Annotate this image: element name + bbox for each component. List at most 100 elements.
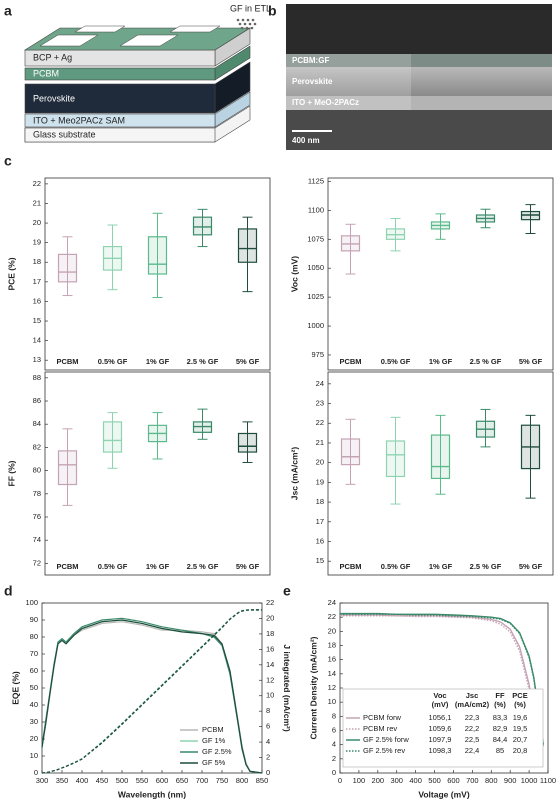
table-header: (mA/cm2)	[455, 700, 490, 709]
y-tick-label: 13	[33, 355, 41, 364]
x-tick-label: 650	[176, 776, 189, 785]
box	[57, 450, 78, 486]
device-schematic: GF in ETL BCP + Ag PCBM Perovskite ITO +…	[23, 3, 271, 143]
table-header: (%)	[494, 700, 506, 709]
table-cell: 20,7	[513, 735, 528, 744]
legend-label: GF 5%	[202, 758, 226, 767]
category-label: 2.5 % GF	[187, 562, 219, 571]
scale-bar-label: 400 nm	[292, 136, 320, 145]
y-tick-label: 20	[30, 734, 38, 743]
y-tick-label: 76	[33, 512, 41, 521]
table-cell: 19,5	[513, 724, 528, 733]
y-tick-label: 24	[316, 379, 324, 388]
y-tick-label: 82	[33, 442, 41, 451]
y-tick-label: 21	[33, 198, 41, 207]
table-header: (mV)	[432, 700, 449, 709]
layer-label: ITO + MeO-2PACz	[292, 98, 359, 107]
y-tick-label: 0	[34, 768, 38, 777]
micrograph: PCBM:GF Perovskite ITO + MeO-2PACz 400 n…	[286, 4, 552, 150]
y-tick-label: 0	[332, 768, 336, 777]
x-tick-label: 850	[256, 776, 269, 785]
y2-tick-label: 16	[266, 644, 274, 653]
y-tick-label: 78	[33, 489, 41, 498]
y-tick-label: 74	[33, 535, 41, 544]
category-label: 5% GF	[236, 357, 260, 366]
y-tick-label: 86	[33, 396, 41, 405]
box	[57, 253, 78, 283]
legend-box	[342, 688, 544, 768]
x-tick-label: 550	[136, 776, 149, 785]
panel-label: a	[4, 3, 12, 19]
y-axis-label: PCE (%)	[6, 257, 16, 290]
x-tick-label: 100	[353, 776, 366, 785]
x-tick-label: 800	[236, 776, 249, 785]
x-tick-label: 200	[372, 776, 385, 785]
y-tick-label: 20	[33, 218, 41, 227]
y-tick-label: 1050	[307, 263, 324, 272]
y-axis-label: FF (%)	[6, 460, 16, 486]
y-tick-label: 8	[332, 711, 336, 720]
y-tick-label: 14	[328, 669, 336, 678]
y-tick-label: 80	[30, 632, 38, 641]
box	[340, 438, 361, 466]
y2-tick-label: 14	[266, 660, 274, 669]
table-cell: 83,3	[493, 713, 508, 722]
y-tick-label: 30	[30, 717, 38, 726]
panel-label: d	[4, 583, 13, 599]
panel-label: c	[4, 153, 12, 169]
box	[102, 421, 123, 453]
jv-curve	[340, 615, 540, 765]
layer-label: Perovskite	[33, 93, 75, 103]
y-tick-label: 20	[316, 458, 324, 467]
x-tick-label: 1000	[521, 776, 538, 785]
legend-label: PCBM rev	[363, 724, 397, 733]
category-label: PCBM	[339, 357, 361, 366]
y2-tick-label: 18	[266, 629, 274, 638]
legend-label: PCBM	[202, 725, 224, 734]
panel-label: e	[283, 583, 291, 599]
x-tick-label: 600	[156, 776, 169, 785]
table-header: (%)	[514, 700, 526, 709]
x-tick-label: 500	[116, 776, 129, 785]
x-tick-label: 350	[56, 776, 69, 785]
y2-tick-label: 4	[266, 737, 270, 746]
table-header: Jsc	[466, 691, 479, 700]
table-cell: 22,2	[465, 724, 480, 733]
legend-label: GF 2.5% rev	[363, 746, 405, 755]
y2-tick-label: 12	[266, 675, 274, 684]
y2-axis-label: J integrated (mA/cm²)	[282, 644, 292, 732]
y-axis-label: Jsc (mA/cm²)	[289, 447, 299, 501]
y-tick-label: 15	[33, 316, 41, 325]
table-cell: 82,9	[493, 724, 508, 733]
y-tick-label: 17	[316, 517, 324, 526]
legend-label: GF 2.5%	[202, 747, 232, 756]
x-tick-label: 750	[216, 776, 229, 785]
plot-frame	[44, 371, 271, 576]
x-axis-label: Wavelength (nm)	[118, 789, 186, 799]
y2-tick-label: 10	[266, 691, 274, 700]
category-label: 5% GF	[519, 357, 543, 366]
x-tick-label: 400	[76, 776, 89, 785]
y-tick-label: 70	[30, 649, 38, 658]
y-tick-label: 1025	[307, 292, 324, 301]
table-cell: 22,4	[465, 746, 480, 755]
category-label: 5% GF	[236, 562, 260, 571]
y-tick-label: 4	[332, 740, 336, 749]
table-header: FF	[495, 691, 505, 700]
y-tick-label: 15	[316, 556, 324, 565]
y-axis-label: Voc (mV)	[289, 256, 299, 292]
category-label: 1% GF	[146, 562, 170, 571]
y-tick-label: 16	[33, 296, 41, 305]
y-tick-label: 1100	[308, 205, 324, 214]
x-tick-label: 700	[466, 776, 479, 785]
y-tick-label: 22	[33, 179, 41, 188]
x-tick-label: 600	[447, 776, 460, 785]
category-label: 0.5% GF	[98, 562, 128, 571]
category-label: 2.5 % GF	[187, 357, 219, 366]
table-cell: 85	[496, 746, 504, 755]
table-cell: 1097,9	[429, 735, 452, 744]
category-label: 2.5 % GF	[470, 357, 502, 366]
box	[192, 216, 213, 236]
category-label: 5% GF	[519, 562, 543, 571]
x-tick-label: 800	[485, 776, 498, 785]
